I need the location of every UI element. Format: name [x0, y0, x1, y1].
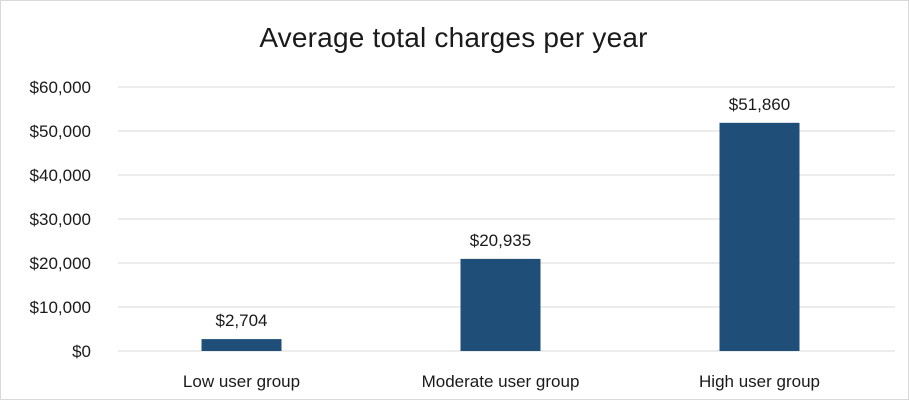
category-label: Low user group	[183, 372, 300, 391]
y-tick-label: $60,000	[30, 78, 91, 97]
chart-title: Average total charges per year	[259, 22, 648, 53]
y-tick-label: $10,000	[30, 298, 91, 317]
y-tick-label: $50,000	[30, 122, 91, 141]
bars	[201, 122, 800, 351]
category-label: Moderate user group	[422, 372, 580, 391]
data-label: $20,935	[470, 231, 531, 250]
bar	[201, 339, 282, 351]
data-labels: $2,704 $20,935 $51,860	[216, 95, 791, 330]
y-tick-label: $40,000	[30, 166, 91, 185]
data-label: $51,860	[729, 95, 790, 114]
y-axis-tick-labels: $0 $10,000 $20,000 $30,000 $40,000 $50,000 $60…	[30, 78, 91, 361]
y-tick-label: $20,000	[30, 254, 91, 273]
category-labels: Low user group Moderate user group High us…	[183, 372, 820, 391]
y-tick-label: $0	[72, 342, 91, 361]
bar	[719, 122, 800, 351]
data-label: $2,704	[216, 311, 268, 330]
category-label: High user group	[699, 372, 820, 391]
bar	[460, 258, 541, 351]
y-tick-label: $30,000	[30, 210, 91, 229]
